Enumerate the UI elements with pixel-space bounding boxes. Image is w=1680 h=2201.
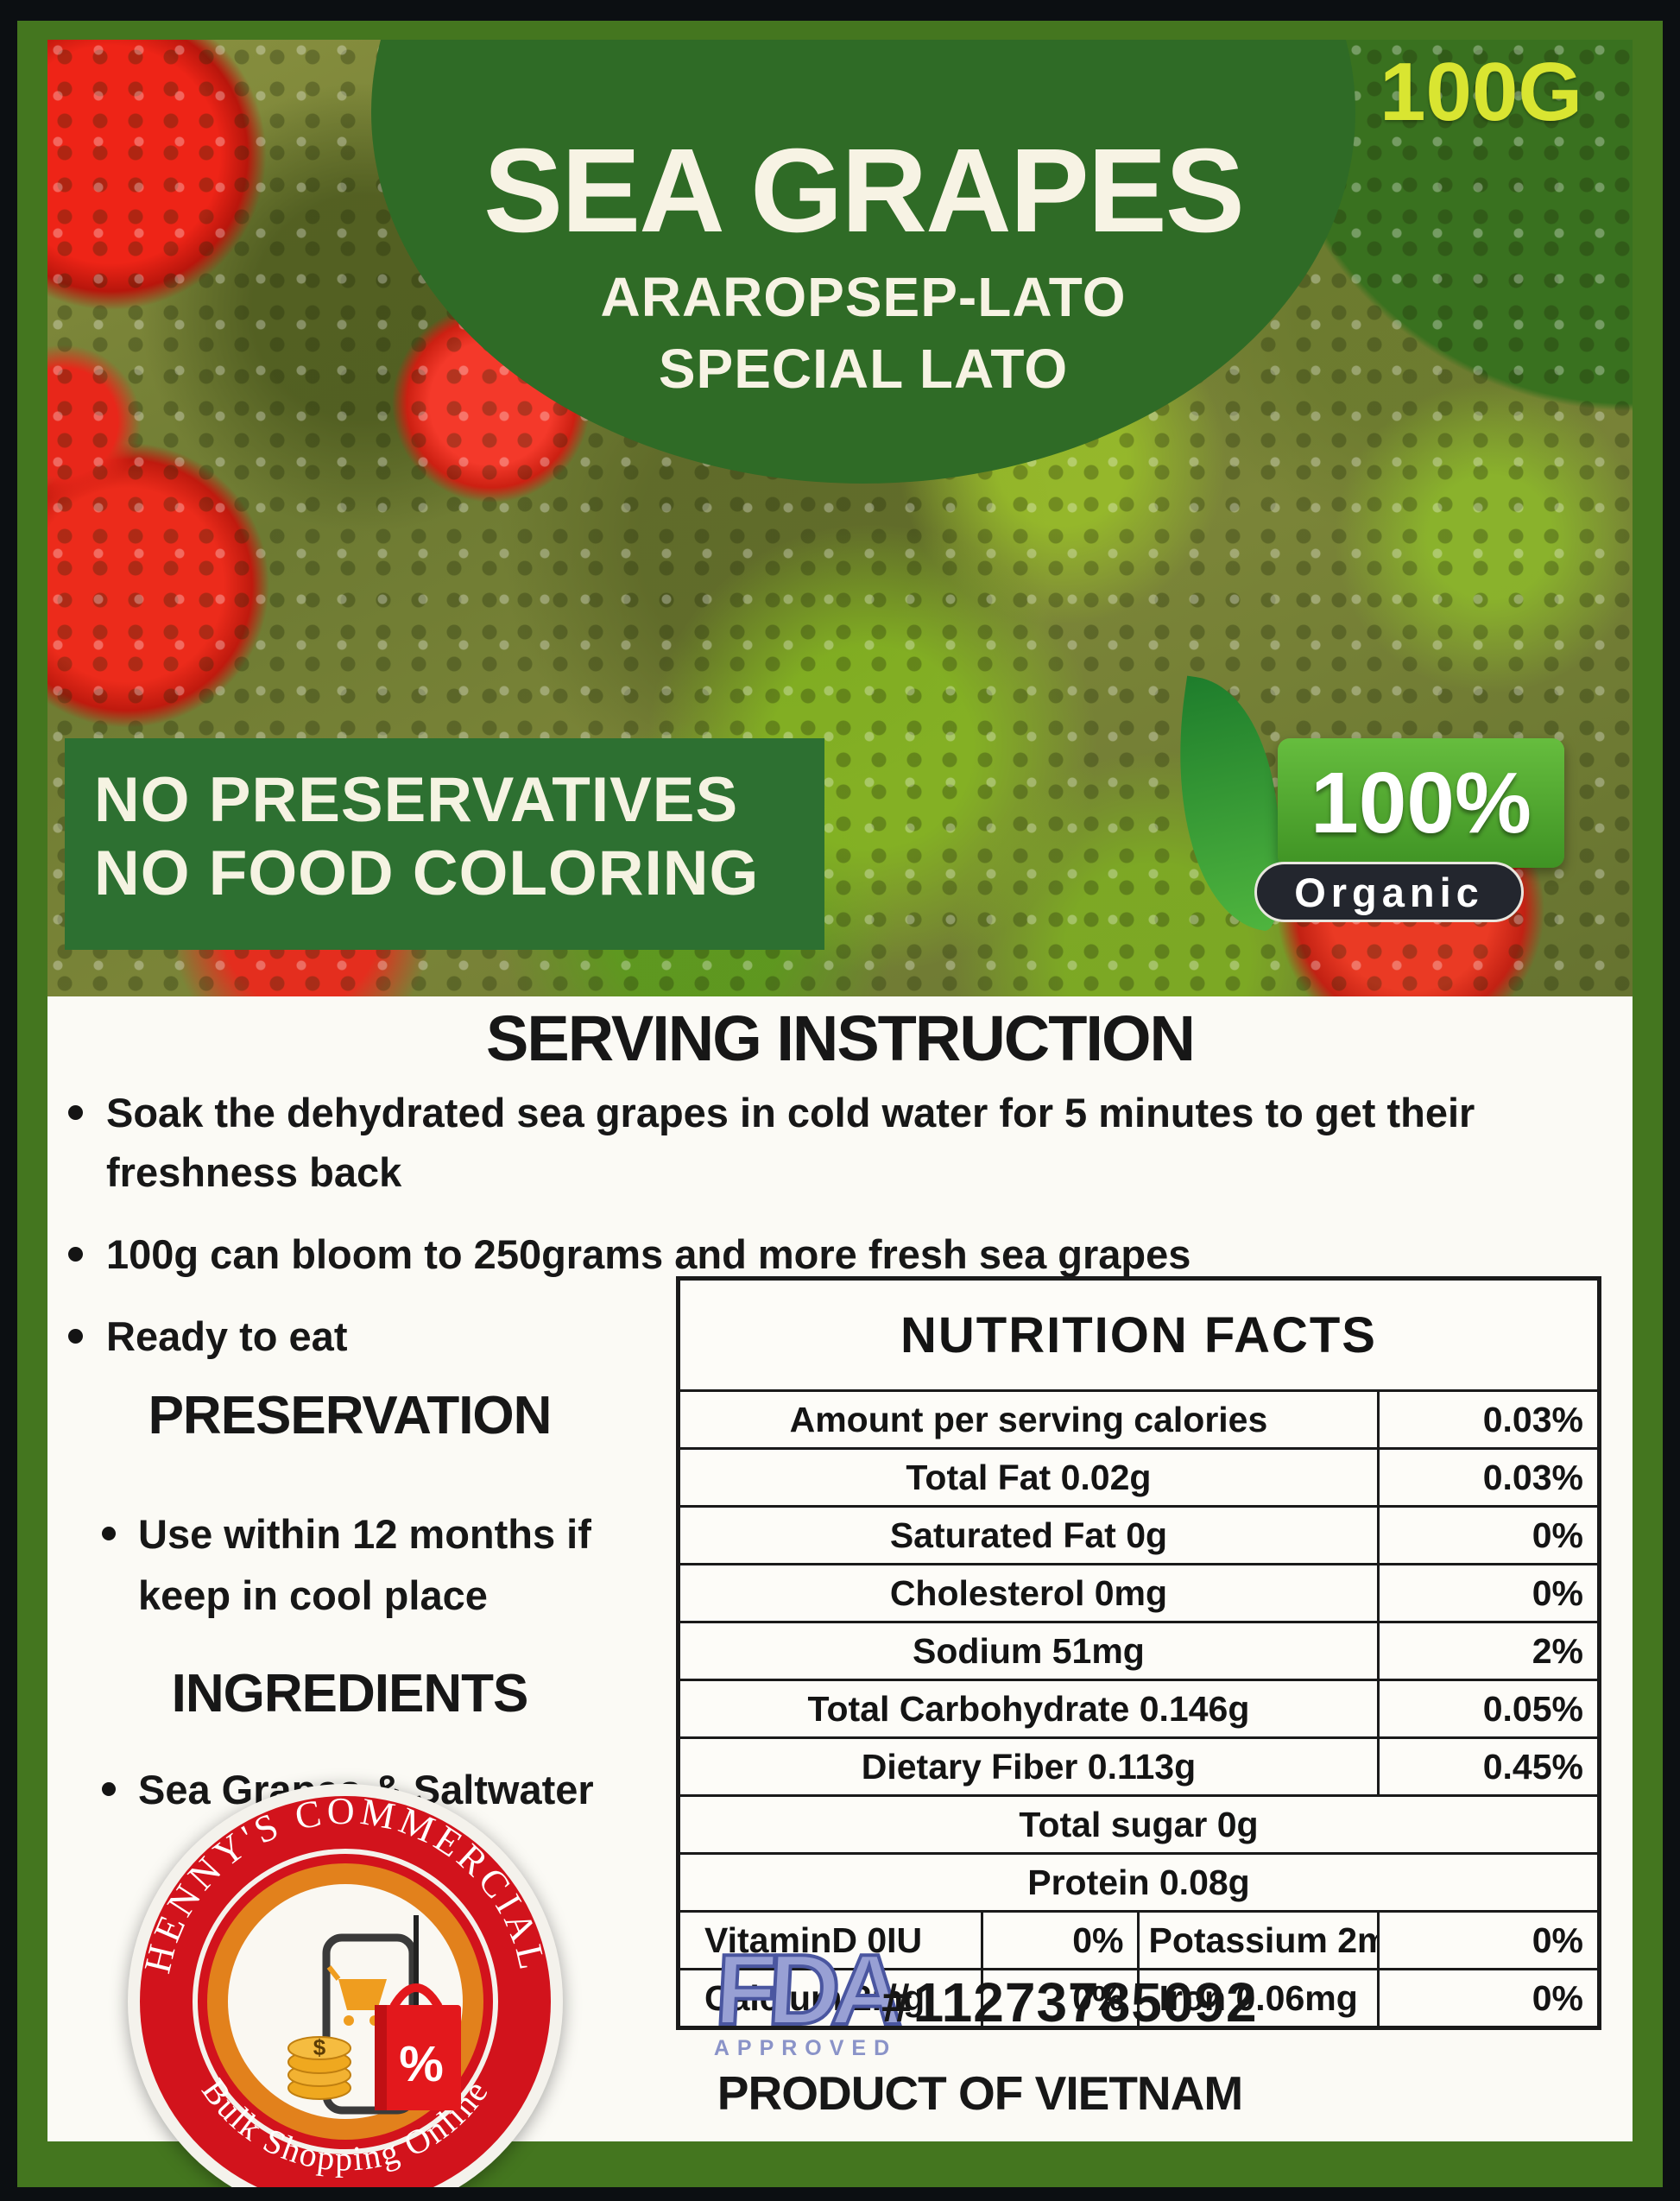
nutrition-label: Protein 0.08g (677, 1852, 1601, 1913)
page-border (0, 0, 1680, 21)
page-border (0, 2187, 1680, 2201)
nutrition-label: Amount per serving calories (677, 1389, 1380, 1450)
nutrition-value: 0% (1376, 1563, 1601, 1623)
nutrition-label: Dietary Fiber 0.113g (677, 1736, 1380, 1797)
table-row: Cholesterol 0mg 0% (677, 1563, 1601, 1623)
product-subtitle-2: SPECIAL LATO (658, 338, 1069, 400)
info-panel: SERVING INSTRUCTION Soak the dehydrated … (47, 996, 1633, 2141)
page-border (1663, 0, 1680, 2201)
table-row: Amount per serving calories 0.03% (677, 1389, 1601, 1450)
product-subtitle-1: ARAROPSEP-LATO (600, 266, 1127, 328)
coins-icon: $ (287, 2034, 351, 2100)
nutrition-value: 0.03% (1376, 1389, 1601, 1450)
nutrition-label: Sodium 51mg (677, 1621, 1380, 1681)
organic-percent: 100% (1311, 754, 1532, 851)
fda-registration-number: #11273785092 (881, 1971, 1258, 2033)
nutrition-label: Cholesterol 0mg (677, 1563, 1380, 1623)
nutrition-label: Saturated Fat 0g (677, 1505, 1380, 1565)
table-row: Total sugar 0g (677, 1794, 1601, 1855)
nutrition-value: 0.05% (1376, 1679, 1601, 1739)
nutrition-label: Total Fat 0.02g (677, 1447, 1380, 1508)
brand-seal: HENNY'S COMMERCIAL Bulk Shopping Online … (128, 1784, 563, 2201)
serving-heading: SERVING INSTRUCTION (486, 1002, 1196, 1074)
claims-box: NO PRESERVATIVES NO FOOD COLORING (65, 738, 824, 950)
nutrition-value: 0% (981, 1910, 1140, 1970)
claim-line-2: NO FOOD COLORING (94, 838, 760, 908)
ingredients-heading: INGREDIENTS (171, 1664, 529, 1723)
nutrition-label: Iron 0.06mg (1137, 1968, 1380, 2029)
origin-text: PRODUCT OF VIETNAM (717, 2066, 1243, 2120)
percent-icon: % (399, 2036, 444, 2092)
serving-list: Soak the dehydrated sea grapes in cold w… (63, 1083, 1505, 1366)
preservation-item: Use within 12 months if keep in cool pla… (95, 1504, 613, 1626)
nutrition-value: 0% (1376, 1968, 1601, 2029)
table-row: Protein 0.08g (677, 1852, 1601, 1913)
organic-label: Organic (1294, 869, 1484, 915)
nutrition-label: VitaminD 0IU (676, 1910, 984, 1970)
nutrition-value: 0.03% (1376, 1447, 1601, 1508)
serving-item: Ready to eat (63, 1306, 1505, 1366)
nutrition-value: 0% (1376, 1505, 1601, 1565)
nutrition-heading: NUTRITION FACTS (677, 1277, 1601, 1392)
organic-percent-badge: 100% (1278, 738, 1564, 868)
product-photo: SEA GRAPES ARAROPSEP-LATO SPECIAL LATO 1… (47, 40, 1633, 996)
page-border (0, 0, 17, 2201)
serving-item: 100g can bloom to 250grams and more fres… (63, 1224, 1505, 1284)
nutrition-label: Total Carbohydrate 0.146g (677, 1679, 1380, 1739)
table-row: Total Carbohydrate 0.146g 0.05% (677, 1679, 1601, 1739)
table-row: Dietary Fiber 0.113g 0.45% (677, 1736, 1601, 1797)
nutrition-label: Total sugar 0g (677, 1794, 1601, 1855)
table-row: Sodium 51mg 2% (677, 1621, 1601, 1681)
claim-line-1: NO PRESERVATIVES (94, 765, 739, 835)
table-row: Calcium 2mg 0% Iron 0.06mg 0% (676, 1968, 1601, 2029)
shopping-bag-icon: % (375, 1983, 461, 2110)
fda-logo: FDA APPROVED (693, 1932, 918, 2061)
nutrition-value: 0% (981, 1968, 1140, 2029)
serving-item: Soak the dehydrated sea grapes in cold w… (63, 1083, 1505, 1202)
table-row: Saturated Fat 0g 0% (677, 1505, 1601, 1565)
nutrition-value: 2% (1376, 1621, 1601, 1681)
nutrition-label: Calcium 2mg (676, 1968, 984, 2029)
table-row: Total Fat 0.02g 0.03% (677, 1447, 1601, 1508)
weight-badge: 100G (1380, 46, 1582, 138)
table-row: VitaminD 0IU 0% Potassium 2mg 0% (676, 1910, 1601, 1970)
fda-approved-label: APPROVED (713, 2036, 898, 2061)
product-title: SEA GRAPES (483, 124, 1245, 257)
nutrition-value: 0.45% (1376, 1736, 1601, 1797)
nutrition-label: Potassium 2mg (1137, 1910, 1380, 1970)
organic-label-badge: Organic (1254, 862, 1524, 922)
nutrition-value: 0% (1376, 1910, 1601, 1970)
nutrition-table: NUTRITION FACTS Amount per serving calor… (676, 1276, 1601, 2030)
cart-icon (326, 1965, 387, 2026)
dollar-icon: $ (313, 2034, 326, 2060)
title-badge (371, 40, 1355, 484)
preservation-heading: PRESERVATION (148, 1386, 553, 1445)
